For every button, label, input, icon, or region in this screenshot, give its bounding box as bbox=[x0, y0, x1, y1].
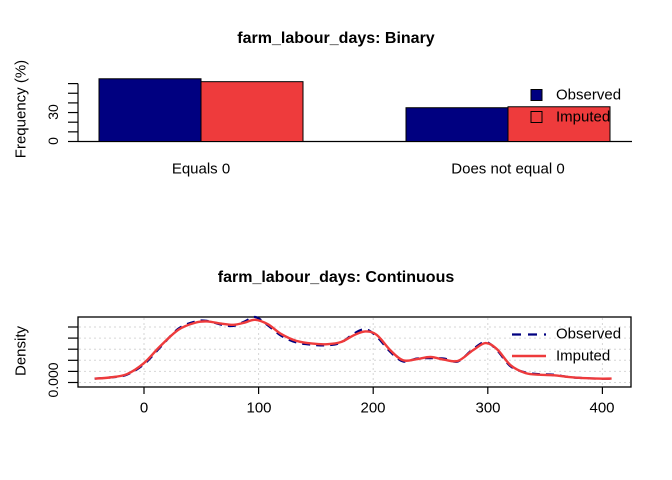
continuous-plot-box bbox=[77, 316, 632, 388]
binary-category-equals-0: Equals 0 bbox=[171, 160, 231, 178]
continuous-xtick-0: 0 bbox=[139, 399, 149, 417]
bar-observed-0 bbox=[98, 78, 202, 142]
density-curve-imputed bbox=[94, 318, 612, 380]
continuous-legend-imputed-label: Imputed bbox=[556, 347, 611, 365]
binary-chart-title: farm_labour_days: Binary bbox=[237, 30, 435, 47]
binary-legend-imputed-swatch bbox=[530, 111, 543, 123]
continuous-xtick-100: 100 bbox=[246, 399, 272, 417]
binary-y-axis-label: Frequency (%) bbox=[12, 59, 30, 159]
binary-ytick-0: 0 bbox=[45, 137, 61, 145]
bar-observed-1 bbox=[405, 107, 509, 142]
binary-legend-imputed-label: Imputed bbox=[556, 108, 611, 126]
continuous-xtick-200: 200 bbox=[360, 399, 386, 417]
binary-category-not-equal-0: Does not equal 0 bbox=[451, 160, 565, 178]
bar-imputed-1 bbox=[507, 106, 611, 143]
continuous-chart-title: farm_labour_days: Continuous bbox=[217, 269, 455, 286]
density-curve-observed bbox=[94, 315, 612, 380]
binary-legend-observed-label: Observed bbox=[556, 86, 622, 104]
continuous-xtick-300: 300 bbox=[475, 399, 501, 417]
binary-ytick-30: 30 bbox=[45, 104, 61, 120]
continuous-xtick-400: 400 bbox=[589, 399, 615, 417]
continuous-y-axis-label: Density bbox=[12, 325, 30, 377]
continuous-ytick-0000: 0.000 bbox=[45, 362, 61, 398]
binary-legend-observed-swatch bbox=[530, 89, 543, 101]
bar-imputed-0 bbox=[200, 81, 304, 142]
continuous-legend-observed-label: Observed bbox=[556, 325, 622, 343]
